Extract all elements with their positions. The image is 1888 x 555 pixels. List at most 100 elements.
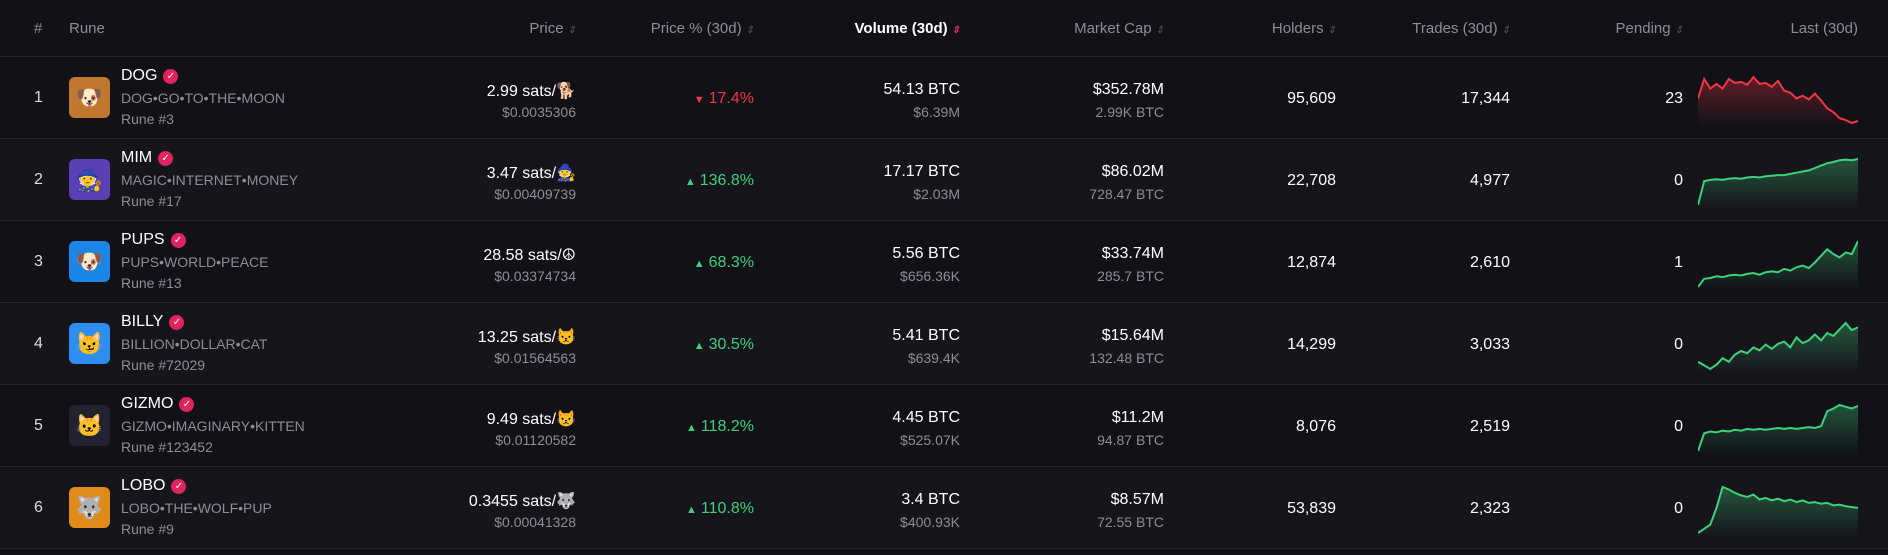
sort-icon: ⇕: [1501, 25, 1510, 36]
sparkline-area: [1698, 77, 1858, 127]
pending: 0: [1674, 418, 1683, 435]
rank: 1: [34, 89, 43, 106]
rune-name[interactable]: MIM ✓: [121, 149, 174, 167]
header-market-cap[interactable]: Market Cap ⇕: [1074, 20, 1164, 37]
verified-check-icon: ✓: [169, 315, 185, 330]
rune-name-label: LOBO: [121, 477, 166, 494]
price-change: ▲ 68.3%: [694, 254, 754, 272]
rune-symbol: 🧙: [556, 165, 576, 182]
table-row[interactable]: 5 🐱 GIZMO ✓ GIZMO•IMAGINARY•KITTEN Rune #…: [0, 385, 1888, 467]
rune-name[interactable]: LOBO ✓: [121, 477, 187, 495]
rune-avatar: 🧙: [69, 159, 110, 200]
trades: 17,344: [1461, 90, 1510, 107]
price-sats: 13.25 sats/: [477, 329, 557, 346]
rune-avatar-image: 😼: [75, 330, 104, 356]
rank: 6: [34, 499, 43, 516]
price-change-value: 118.2%: [700, 418, 754, 435]
rune-name[interactable]: DOG ✓: [121, 67, 179, 85]
price-usd: $0.03374734: [494, 268, 576, 284]
price-usd: $0.01564563: [494, 350, 576, 366]
table-row[interactable]: 1 🐶 DOG ✓ DOG•GO•TO•THE•MOON Rune #3 2.99…: [0, 57, 1888, 139]
price: 3.47 sats/🧙: [487, 163, 576, 183]
header-rune: Rune: [69, 20, 105, 37]
volume-btc: 54.13 BTC: [883, 81, 960, 98]
price-sats: 3.47 sats/: [486, 165, 557, 182]
header-volume[interactable]: Volume (30d) ⇕: [855, 20, 960, 37]
sparkline-line: [1698, 403, 1858, 452]
table-row[interactable]: 2 🧙 MIM ✓ MAGIC•INTERNET•MONEY Rune #17 3…: [0, 139, 1888, 221]
sparkline-chart: [1698, 240, 1858, 291]
price-change-value: 30.5%: [708, 336, 754, 353]
sparkline-chart: [1698, 75, 1858, 127]
volume-usd: $400.93K: [900, 514, 960, 530]
rune-number: Rune #9: [121, 521, 174, 537]
sparkline-chart: [1698, 158, 1858, 209]
market-cap-usd: $8.57M: [1110, 491, 1164, 508]
header-price[interactable]: Price ⇕: [529, 20, 576, 37]
rune-name-label: MIM: [121, 149, 153, 166]
volume-btc: 4.45 BTC: [892, 409, 960, 426]
header-rank: #: [34, 20, 43, 37]
rune-symbol: 🐕: [556, 83, 576, 100]
table-row[interactable]: 3 🐶 PUPS ✓ PUPS•WORLD•PEACE Rune #13 28.5…: [0, 221, 1888, 303]
sparkline-chart: [1698, 321, 1858, 373]
price-usd: $0.0035306: [502, 104, 576, 120]
market-cap-usd: $11.2M: [1111, 409, 1164, 426]
header-holders[interactable]: Holders ⇕: [1272, 20, 1336, 37]
price: 13.25 sats/😾: [478, 327, 576, 347]
header-trades[interactable]: Trades (30d) ⇕: [1412, 20, 1510, 37]
holders: 95,609: [1287, 90, 1336, 107]
header-price-change[interactable]: Price % (30d) ⇕: [651, 20, 754, 37]
rune-name-label: PUPS: [121, 231, 165, 248]
rune-name[interactable]: BILLY ✓: [121, 313, 185, 331]
market-cap-btc: 728.47 BTC: [1089, 186, 1164, 202]
trades: 4,977: [1469, 172, 1510, 189]
rune-name-label: GIZMO: [121, 395, 174, 412]
price-usd: $0.00409739: [494, 186, 576, 202]
sparkline-area: [1698, 241, 1858, 291]
rune-name-label: DOG: [121, 67, 158, 84]
header-price-label: Price: [529, 20, 564, 37]
triangle-up-icon: ▲: [684, 176, 696, 188]
table-row[interactable]: 4 😼 BILLY ✓ BILLION•DOLLAR•CAT Rune #7202…: [0, 303, 1888, 385]
trades: 2,519: [1469, 418, 1510, 435]
header-last: Last (30d): [1790, 20, 1858, 37]
sort-icon: ⇕: [1327, 25, 1336, 36]
pending: 0: [1674, 172, 1683, 189]
rune-avatar: 🐶: [69, 77, 110, 118]
market-cap-btc: 132.48 BTC: [1089, 350, 1164, 366]
pending: 0: [1674, 336, 1683, 353]
verified-check-icon: ✓: [170, 233, 186, 248]
triangle-up-icon: ▲: [693, 258, 705, 270]
market-cap-usd: $15.64M: [1101, 327, 1164, 344]
holders: 22,708: [1287, 172, 1336, 189]
header-trades-label: Trades (30d): [1412, 20, 1498, 37]
rune-symbol: 🐺: [556, 493, 576, 510]
rune-name[interactable]: GIZMO ✓: [121, 395, 195, 413]
price-change: ▲ 118.2%: [686, 418, 754, 436]
triangle-up-icon: ▲: [693, 340, 705, 352]
rune-name[interactable]: PUPS ✓: [121, 231, 186, 249]
rune-spaced-name: GIZMO•IMAGINARY•KITTEN: [121, 418, 305, 434]
price-sats: 2.99 sats/: [486, 83, 557, 100]
rune-symbol: 😾: [556, 411, 576, 428]
price: 9.49 sats/😾: [487, 409, 576, 429]
rune-avatar: 🐺: [69, 487, 110, 528]
pending: 23: [1665, 90, 1683, 107]
price-usd: $0.00041328: [494, 514, 576, 530]
market-cap-btc: 94.87 BTC: [1097, 432, 1164, 448]
table-header: # Rune Price ⇕ Price % (30d) ⇕ Volume (30d…: [0, 0, 1888, 57]
volume-usd: $6.39M: [913, 104, 960, 120]
sort-desc-icon: ⇕: [951, 25, 960, 36]
verified-check-icon: ✓: [179, 397, 195, 412]
table-row[interactable]: 6 🐺 LOBO ✓ LOBO•THE•WOLF•PUP Rune #9 0.34…: [0, 467, 1888, 549]
header-pending[interactable]: Pending ⇕: [1616, 20, 1683, 37]
rank: 4: [34, 335, 43, 352]
sort-icon: ⇕: [745, 25, 754, 36]
price: 2.99 sats/🐕: [487, 81, 576, 101]
sparkline-area: [1698, 405, 1858, 455]
sparkline-chart: [1698, 403, 1858, 455]
sparkline-line: [1698, 158, 1858, 206]
market-cap-usd: $352.78M: [1092, 81, 1164, 98]
rune-avatar-image: 🐶: [75, 248, 104, 274]
